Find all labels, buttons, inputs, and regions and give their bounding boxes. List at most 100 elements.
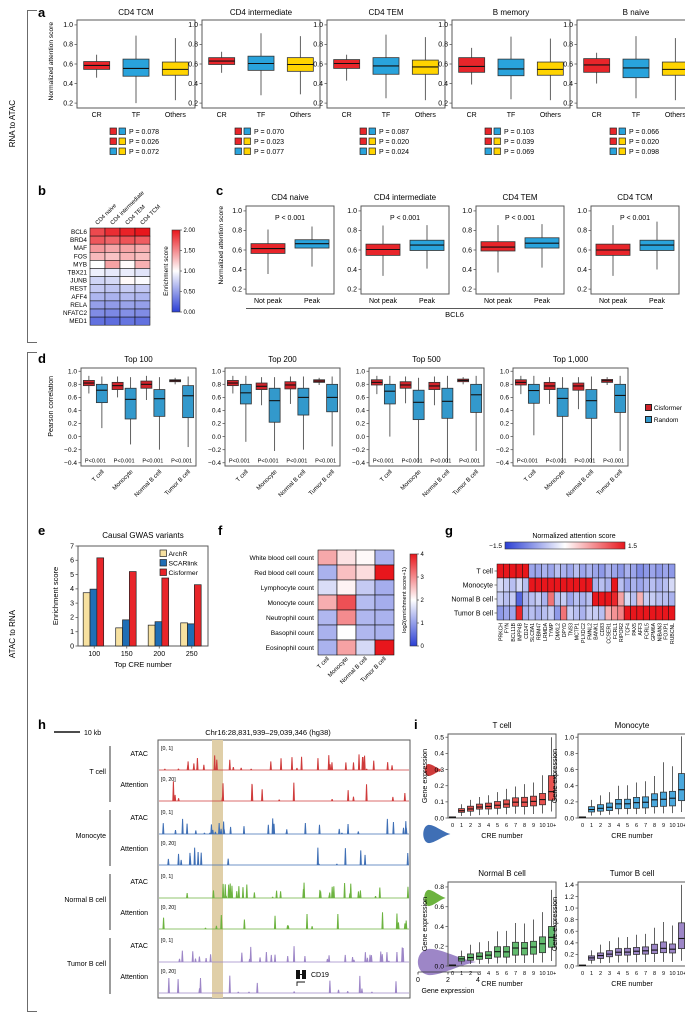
pvalue-swatch xyxy=(243,127,251,135)
track-signal xyxy=(186,882,410,898)
svg-text:P = 0.020: P = 0.020 xyxy=(379,139,409,146)
heatmap-cell xyxy=(104,284,121,294)
heatmap-cell xyxy=(317,639,338,656)
svg-text:10: 10 xyxy=(669,823,675,829)
heatmap-cell xyxy=(89,268,106,277)
svg-text:P = 0.077: P = 0.077 xyxy=(254,149,284,156)
heatmap-cell xyxy=(541,563,549,579)
heatmap-cell xyxy=(611,563,619,579)
svg-text:0.8: 0.8 xyxy=(212,382,221,389)
boxplot-CD4 TCM: CD4 TCM 1.0 0.8 0.6 0.4 0.2 CR TF Others P = 0.07… xyxy=(63,8,196,156)
svg-text:0.6: 0.6 xyxy=(563,61,573,68)
legend-swatch-scarlink xyxy=(159,559,167,567)
svg-text:T cell: T cell xyxy=(523,469,537,483)
svg-text:0.8: 0.8 xyxy=(500,382,509,389)
svg-text:5: 5 xyxy=(496,971,499,977)
boxplot-Top 1,000: Top 1,000 1.0 0.8 0.6 0.4 0.2 0.0 −0.2 −0.4 P<0.0… xyxy=(496,355,629,499)
svg-text:2: 2 xyxy=(70,615,74,622)
heatmap-cell xyxy=(134,227,151,237)
heatmap-cell xyxy=(374,564,395,581)
svg-text:5: 5 xyxy=(70,572,74,579)
svg-text:DMXL2: DMXL2 xyxy=(556,623,562,640)
svg-text:P = 0.070: P = 0.070 xyxy=(254,129,284,136)
heatmap-cell xyxy=(104,308,121,318)
svg-text:TBX21: TBX21 xyxy=(67,270,87,277)
svg-text:150: 150 xyxy=(121,651,133,658)
svg-text:P<0.001: P<0.001 xyxy=(315,459,336,465)
heatmap-cell xyxy=(355,639,376,656)
legend-swatch xyxy=(645,404,652,411)
svg-text:0.4: 0.4 xyxy=(232,267,242,274)
heatmap-cell xyxy=(573,577,580,593)
svg-text:FOXP1: FOXP1 xyxy=(664,623,670,640)
panel-d-subplot-0: Top 100 1.0 0.8 0.6 0.4 0.2 0.0 −0.2 −0.4 P<0.001… xyxy=(55,352,199,512)
svg-text:[0, 20]: [0, 20] xyxy=(161,841,176,847)
heatmap-cell xyxy=(662,577,669,593)
svg-text:1: 1 xyxy=(590,971,593,977)
svg-text:CD4 TEM: CD4 TEM xyxy=(369,8,404,17)
svg-text:7: 7 xyxy=(514,823,517,829)
heatmap-cell xyxy=(655,605,663,621)
svg-text:−0.2: −0.2 xyxy=(64,447,77,454)
panel-letter-c: c xyxy=(216,183,224,198)
heatmap-cell xyxy=(579,591,587,607)
heatmap-cell xyxy=(604,591,612,607)
svg-text:Not peak: Not peak xyxy=(254,298,283,305)
svg-text:6: 6 xyxy=(635,971,638,977)
heatmap-cell xyxy=(617,591,625,607)
violin-t-cell xyxy=(424,763,443,777)
heatmap-cell xyxy=(541,605,549,621)
svg-text:Monocyte count: Monocyte count xyxy=(267,600,314,607)
svg-text:3: 3 xyxy=(421,575,425,581)
svg-text:4: 4 xyxy=(421,552,425,558)
side-bracket-rna-to-atac xyxy=(27,10,37,343)
svg-text:0.2: 0.2 xyxy=(212,421,221,428)
svg-text:0.4: 0.4 xyxy=(565,783,575,790)
heatmap-cell xyxy=(134,308,151,318)
svg-text:0.4: 0.4 xyxy=(356,408,365,415)
heatmap-cell xyxy=(655,591,663,607)
svg-text:CD4 TCM: CD4 TCM xyxy=(118,8,154,17)
heatmap-cell xyxy=(566,591,574,607)
heatmap-cell xyxy=(585,577,593,593)
side-bracket-atac-to-rna xyxy=(27,352,37,1012)
svg-text:200: 200 xyxy=(153,651,165,658)
svg-text:CRE number: CRE number xyxy=(481,979,523,988)
svg-text:0.50: 0.50 xyxy=(184,290,196,296)
svg-text:Normal B cell: Normal B cell xyxy=(278,469,307,498)
svg-text:SCARlink: SCARlink xyxy=(169,561,199,568)
heatmap-cell xyxy=(119,284,136,294)
heatmap-cell xyxy=(630,563,638,579)
bar-cisformer-150 xyxy=(128,571,137,647)
svg-text:0.6: 0.6 xyxy=(313,61,323,68)
heatmap-cell xyxy=(649,591,657,607)
panel-letter-e: e xyxy=(38,523,46,538)
heatmap-cell xyxy=(503,605,510,621)
svg-text:FMNL2: FMNL2 xyxy=(587,623,593,640)
svg-text:Normal B cell: Normal B cell xyxy=(566,469,595,498)
pvalue-swatch xyxy=(118,127,126,135)
heatmap-cell xyxy=(374,549,395,566)
svg-text:9: 9 xyxy=(662,971,665,977)
svg-text:0.8: 0.8 xyxy=(563,42,573,49)
panel-d-subplot-3: Top 1,000 1.0 0.8 0.6 0.4 0.2 0.0 −0.2 −0.4 P<0.0… xyxy=(487,352,631,512)
svg-text:0.4: 0.4 xyxy=(500,408,509,415)
svg-text:P = 0.072: P = 0.072 xyxy=(129,149,159,156)
heatmap-cell xyxy=(119,308,136,318)
svg-text:Lymphocyte count: Lymphocyte count xyxy=(261,585,314,592)
svg-text:P<0.001: P<0.001 xyxy=(373,459,394,465)
svg-text:0.2: 0.2 xyxy=(500,421,509,428)
svg-text:REST: REST xyxy=(70,286,87,293)
svg-text:0.4: 0.4 xyxy=(563,81,573,88)
svg-text:10+: 10+ xyxy=(547,971,557,977)
heatmap-cell xyxy=(553,591,561,607)
heatmap-cell xyxy=(134,252,151,261)
svg-text:T cell: T cell xyxy=(476,569,493,576)
heatmap-cell xyxy=(89,227,106,237)
pvalue-swatch xyxy=(359,127,367,135)
svg-text:[0, 20]: [0, 20] xyxy=(161,777,176,783)
heatmap-cell xyxy=(560,591,568,607)
svg-text:P = 0.026: P = 0.026 xyxy=(129,139,159,146)
svg-text:FYN: FYN xyxy=(505,623,511,634)
svg-text:1.0: 1.0 xyxy=(188,22,198,29)
